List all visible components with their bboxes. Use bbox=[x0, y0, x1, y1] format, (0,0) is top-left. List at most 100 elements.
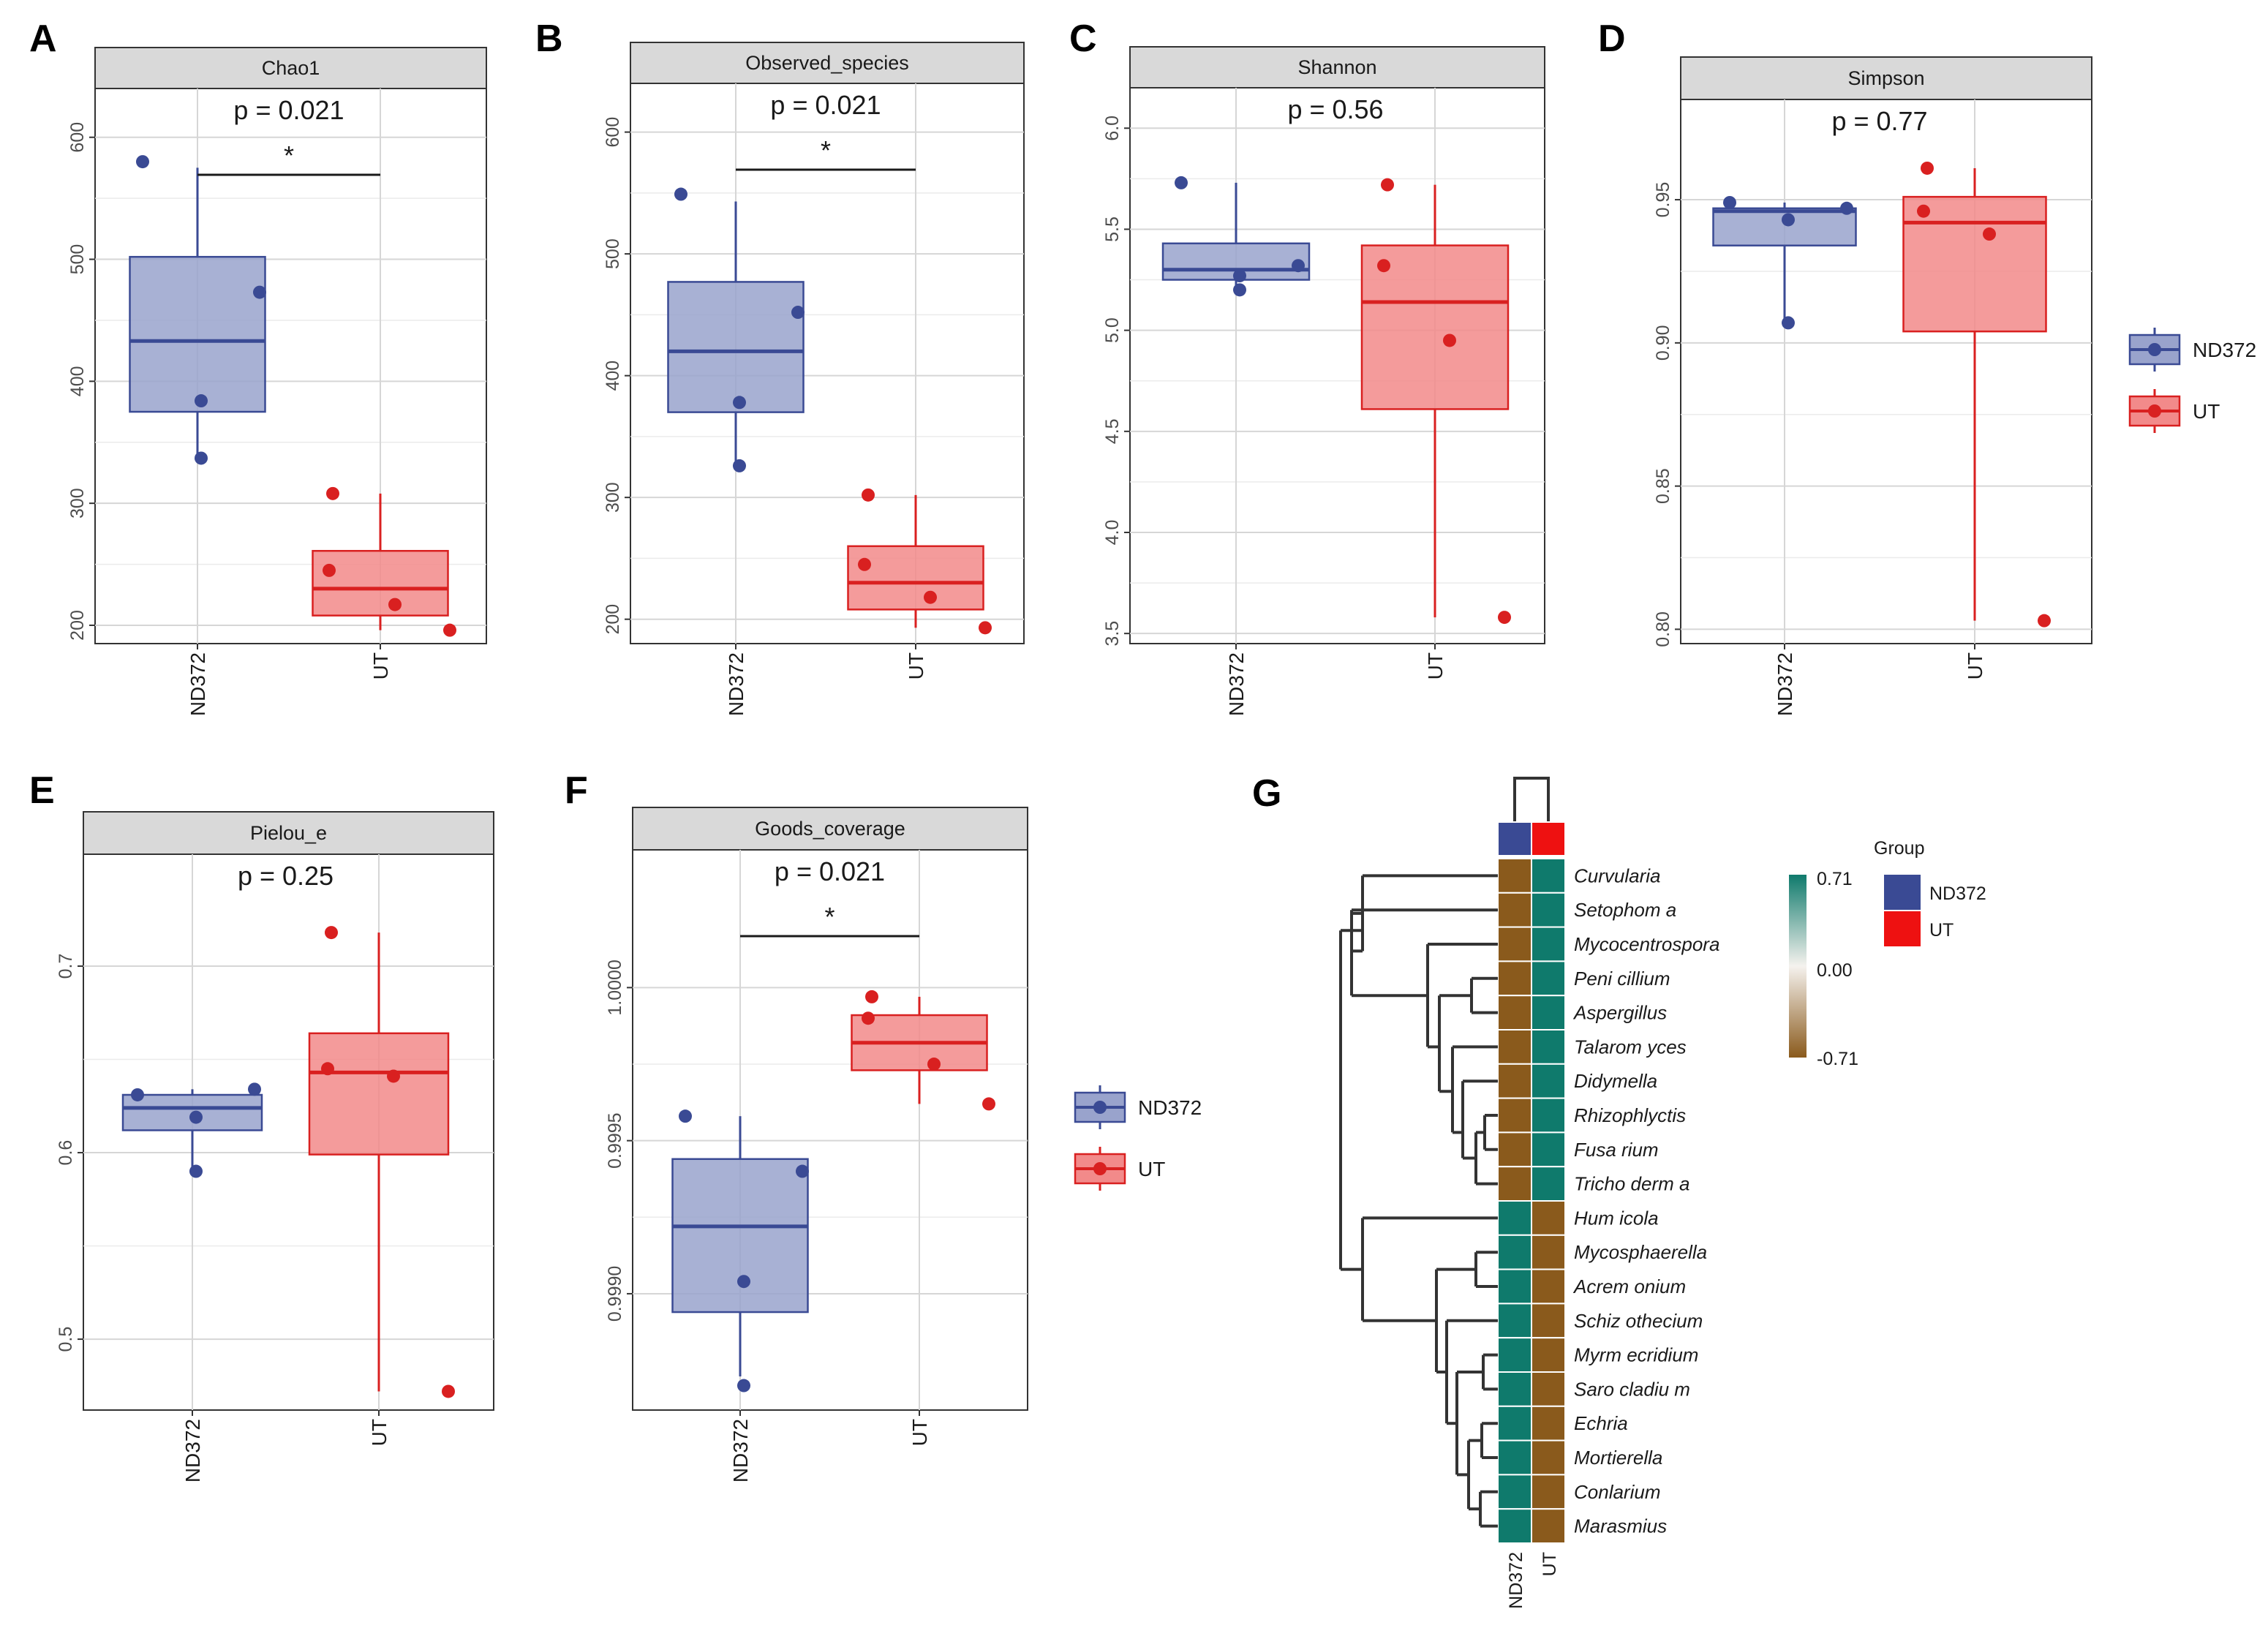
facet-strip bbox=[1129, 46, 1545, 88]
column-label: ND372 bbox=[1506, 1552, 1526, 1609]
data-point bbox=[862, 488, 875, 502]
row-label: Marasmius bbox=[1574, 1515, 1667, 1537]
x-tick-label: ND372 bbox=[1774, 652, 1796, 716]
data-point bbox=[674, 187, 687, 201]
row-label: Curvularia bbox=[1574, 864, 1661, 886]
facet-strip bbox=[94, 47, 487, 89]
legend-top: ND372 UT bbox=[2128, 328, 2256, 433]
row-label: Acrem onium bbox=[1572, 1275, 1686, 1297]
data-point bbox=[796, 1164, 809, 1178]
heatmap-cell bbox=[1531, 1097, 1566, 1134]
group-legend-title: Group bbox=[1874, 838, 1924, 859]
heatmap-cell bbox=[1531, 1405, 1566, 1442]
box-nd372 bbox=[121, 1082, 263, 1178]
y-tick-label: 200 bbox=[67, 610, 88, 641]
legend-key-point bbox=[2148, 404, 2161, 418]
box-iqr bbox=[671, 1158, 809, 1314]
facet-strip bbox=[630, 42, 1025, 84]
panel-a: A Chao1 200 300 400 500 600 ND372 UT p = 0.021 * bbox=[29, 18, 487, 716]
y-tick-label: 0.90 bbox=[1653, 325, 1673, 361]
heatmap-cell bbox=[1497, 1337, 1532, 1373]
data-point bbox=[1175, 176, 1188, 189]
data-point bbox=[253, 285, 266, 299]
y-tick-label: 6.0 bbox=[1102, 116, 1123, 141]
heatmap-cell bbox=[1531, 926, 1566, 962]
heatmap-cell bbox=[1497, 1166, 1532, 1202]
data-point bbox=[189, 1110, 203, 1124]
box-iqr bbox=[1712, 207, 1857, 246]
y-tick-label: 500 bbox=[67, 244, 88, 275]
heatmap-cell bbox=[1497, 960, 1532, 997]
group-legend-swatch bbox=[1884, 911, 1921, 946]
p-value: p = 0.56 bbox=[1287, 94, 1383, 124]
row-label: Myrm ecridium bbox=[1574, 1344, 1698, 1366]
heatmap-cell bbox=[1531, 1200, 1566, 1236]
facet-title: Shannon bbox=[1297, 56, 1376, 78]
row-label: Mycocentrospora bbox=[1574, 933, 1719, 955]
p-value: p = 0.25 bbox=[238, 861, 334, 891]
y-tick-label: 3.5 bbox=[1102, 621, 1123, 647]
x-tick-label: ND372 bbox=[181, 1419, 204, 1482]
y-tick-label: 500 bbox=[603, 238, 623, 269]
data-point bbox=[326, 486, 339, 500]
facet-strip bbox=[632, 807, 1028, 851]
heatmap-cell bbox=[1531, 1508, 1566, 1544]
legend-bottom: ND372 UT bbox=[1074, 1085, 1202, 1191]
data-point bbox=[1840, 201, 1853, 215]
data-point bbox=[248, 1082, 261, 1096]
heatmap-cell bbox=[1531, 995, 1566, 1030]
data-point bbox=[189, 1164, 203, 1178]
box-ut bbox=[312, 486, 456, 637]
box-nd372 bbox=[671, 1109, 809, 1393]
x-tick-label: UT bbox=[908, 1419, 931, 1446]
legend-key-point bbox=[1093, 1101, 1107, 1114]
data-point bbox=[387, 1069, 400, 1083]
heatmap-cell bbox=[1531, 1303, 1566, 1339]
x-tick-label: ND372 bbox=[187, 652, 209, 716]
heatmap-cell bbox=[1531, 1234, 1566, 1270]
row-label: Schiz othecium bbox=[1574, 1310, 1703, 1332]
box-iqr bbox=[847, 545, 984, 611]
data-point bbox=[388, 598, 402, 611]
heatmap-cell bbox=[1497, 1303, 1532, 1339]
box-ut bbox=[847, 488, 992, 635]
data-point bbox=[1917, 204, 1930, 218]
data-point bbox=[1782, 316, 1795, 330]
heatmap-cell bbox=[1497, 1474, 1532, 1510]
data-point bbox=[865, 990, 878, 1003]
facet-title: Pielou_e bbox=[250, 822, 327, 844]
color-scale-bar bbox=[1789, 875, 1807, 1058]
facet-title: Simpson bbox=[1847, 67, 1924, 89]
heatmap-cell bbox=[1497, 1097, 1532, 1134]
x-tick-label: ND372 bbox=[1225, 652, 1248, 716]
y-tick-label: 0.5 bbox=[56, 1327, 76, 1352]
box-nd372 bbox=[1712, 195, 1857, 330]
heatmap-cell bbox=[1497, 892, 1532, 928]
box-ut bbox=[308, 926, 455, 1398]
box-nd372 bbox=[129, 155, 266, 465]
data-point bbox=[443, 623, 456, 637]
data-point bbox=[323, 563, 336, 577]
y-tick-label: 0.85 bbox=[1653, 468, 1673, 504]
heatmap-cell bbox=[1531, 1337, 1566, 1373]
heatmap-cell bbox=[1497, 995, 1532, 1030]
y-tick-label: 400 bbox=[67, 366, 88, 396]
data-point bbox=[791, 306, 805, 320]
panel-label: C bbox=[1069, 18, 1097, 60]
y-tick-label: 300 bbox=[603, 482, 623, 513]
row-label: Fusa rium bbox=[1574, 1139, 1659, 1161]
heatmap-cell bbox=[1531, 1131, 1566, 1168]
data-point bbox=[979, 621, 992, 635]
data-point bbox=[733, 396, 746, 410]
data-point bbox=[2038, 614, 2051, 628]
legend-key-point bbox=[1093, 1162, 1107, 1175]
y-tick-label: 4.0 bbox=[1102, 520, 1123, 546]
data-point bbox=[321, 1062, 334, 1076]
box-iqr bbox=[129, 255, 266, 413]
data-point bbox=[1292, 259, 1305, 273]
heatmap-cell bbox=[1497, 1063, 1532, 1099]
panel-d: D Simpson 0.80 0.85 0.90 0.95 ND372 UT p = 0.77 bbox=[1598, 18, 2092, 716]
heatmap-cell bbox=[1497, 1200, 1532, 1236]
heatmap-cell bbox=[1531, 1029, 1566, 1065]
